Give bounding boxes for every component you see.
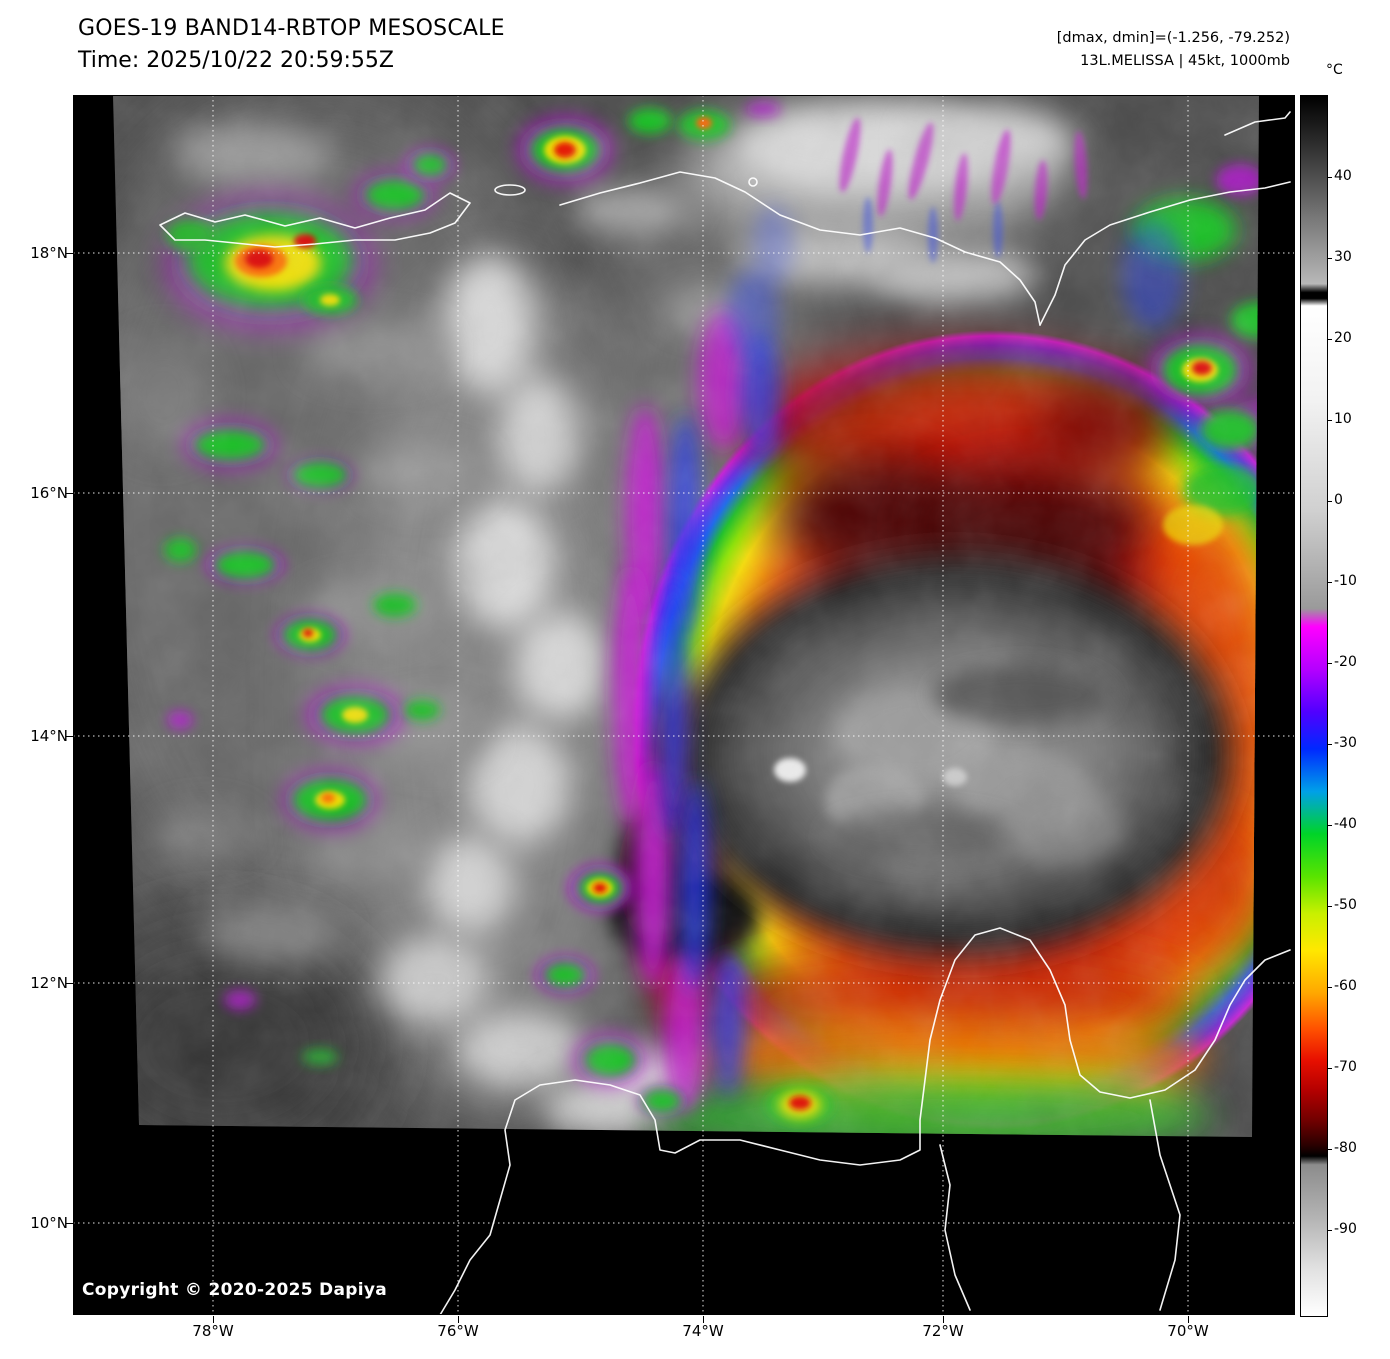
coastline-haiti-peninsula xyxy=(159,192,471,248)
colorbar-tick-label: -80 xyxy=(1334,1140,1357,1156)
lat-tick-label: 10°N xyxy=(30,1214,68,1232)
lon-tick-mark xyxy=(458,1316,459,1323)
coastline-venezuela xyxy=(1149,1099,1181,1311)
satellite-image-canvas xyxy=(73,95,1295,1316)
colorbar-tick-label: -30 xyxy=(1334,735,1357,751)
colorbar-tick-label: -70 xyxy=(1334,1059,1357,1075)
satellite-data-swath xyxy=(113,95,1259,1137)
coastline-hispaniola-east xyxy=(1039,181,1291,326)
colorbar-tick-mark xyxy=(1327,663,1332,664)
cloud-texture-noise xyxy=(113,95,1259,1137)
colorbar-tick-label: -90 xyxy=(1334,1221,1357,1237)
colorbar-tick-mark xyxy=(1327,177,1332,178)
coastline-small-island xyxy=(748,177,758,187)
lon-tick-mark xyxy=(1188,1316,1189,1323)
lon-tick-mark xyxy=(703,1316,704,1323)
lat-tick-label: 16°N xyxy=(30,484,68,502)
colorbar-tick-label: -20 xyxy=(1334,654,1357,670)
data-range-info: [dmax, dmin]=(-1.256, -79.252) xyxy=(1056,30,1290,46)
coastline-top-right xyxy=(1224,111,1291,136)
copyright-watermark: Copyright © 2020-2025 Dapiya xyxy=(82,1280,387,1300)
colorbar-tick-mark xyxy=(1327,258,1332,259)
colorbar-tick-mark xyxy=(1327,1149,1332,1150)
colorbar-tick-label: -50 xyxy=(1334,897,1357,913)
coastline-hispaniola xyxy=(559,171,1041,326)
colorbar-tick-mark xyxy=(1327,420,1332,421)
coastline-gonave-island xyxy=(494,184,526,196)
figure-title: GOES-19 BAND14-RBTOP MESOSCALE xyxy=(78,16,505,41)
lon-tick-label: 78°W xyxy=(192,1322,234,1340)
colorbar-tick-mark xyxy=(1327,501,1332,502)
lat-tick-label: 12°N xyxy=(30,974,68,992)
colorbar-tick-label: -60 xyxy=(1334,978,1357,994)
lat-tick-label: 18°N xyxy=(30,244,68,262)
figure-timestamp: Time: 2025/10/22 20:59:55Z xyxy=(78,48,394,73)
coastline-south-america xyxy=(439,927,1291,1316)
lon-tick-mark xyxy=(943,1316,944,1323)
colorbar-tick-label: 40 xyxy=(1334,168,1352,184)
lat-tick-mark xyxy=(66,736,73,737)
colorbar-tick-mark xyxy=(1327,906,1332,907)
colorbar-tick-label: 20 xyxy=(1334,330,1352,346)
colorbar-tick-mark xyxy=(1327,339,1332,340)
lon-tick-mark xyxy=(213,1316,214,1323)
colorbar-tick-mark xyxy=(1327,825,1332,826)
colorbar-tick-mark xyxy=(1327,744,1332,745)
colorbar-tick-label: -40 xyxy=(1334,816,1357,832)
coastline-maracaibo xyxy=(939,1144,971,1311)
lon-tick-label: 70°W xyxy=(1167,1322,1209,1340)
colorbar-tick-mark xyxy=(1327,987,1332,988)
lat-tick-mark xyxy=(66,1223,73,1224)
colorbar-tick-label: 10 xyxy=(1334,411,1352,427)
lat-tick-mark xyxy=(66,253,73,254)
satellite-map xyxy=(73,95,1295,1316)
lat-tick-mark xyxy=(66,493,73,494)
lon-tick-label: 76°W xyxy=(437,1322,479,1340)
colorbar-tick-label: 0 xyxy=(1334,492,1343,508)
lon-tick-label: 72°W xyxy=(922,1322,964,1340)
colorbar-tick-mark xyxy=(1327,1230,1332,1231)
colorbar-unit-label: °C xyxy=(1326,62,1343,78)
colorbar-tick-label: 30 xyxy=(1334,249,1352,265)
plot-border xyxy=(73,95,1295,1315)
colorbar-tick-mark xyxy=(1327,582,1332,583)
colorbar-tick-mark xyxy=(1327,1068,1332,1069)
lon-tick-label: 74°W xyxy=(682,1322,724,1340)
colorbar-tick-label: -10 xyxy=(1334,573,1357,589)
lat-tick-label: 14°N xyxy=(30,727,68,745)
coastlines xyxy=(159,111,1291,1316)
graticule xyxy=(73,95,1295,1315)
lat-tick-mark xyxy=(66,983,73,984)
storm-info: 13L.MELISSA | 45kt, 1000mb xyxy=(1080,53,1290,69)
temperature-colorbar xyxy=(1300,95,1328,1317)
